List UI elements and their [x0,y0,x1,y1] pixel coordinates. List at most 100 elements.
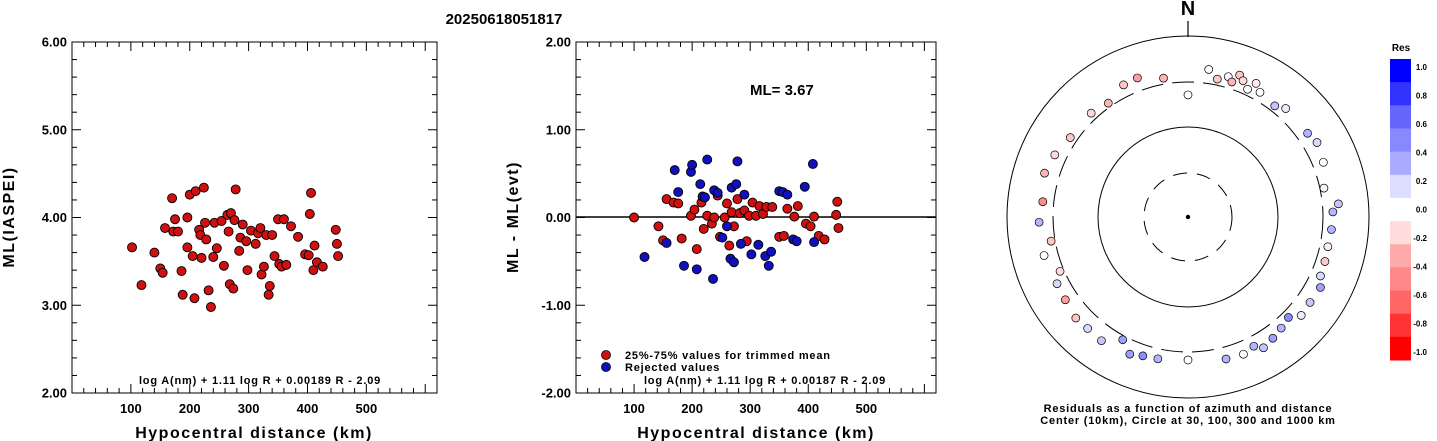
data-point [263,289,274,300]
panel1-frame [71,41,438,394]
station-marker [1296,311,1306,320]
rejected-point [661,237,672,248]
rejected-point [763,260,774,271]
station-marker [1083,324,1092,333]
colorbar-block [1390,221,1411,245]
rejected-point [699,192,710,203]
station-marker [1086,108,1096,118]
rejected-point [702,154,713,165]
x-tick-label: 500 [855,401,877,416]
data-point [278,214,289,225]
rejected-point [679,260,689,271]
station-marker [1316,271,1325,281]
panel2-x-tick-labels: 100 200 300 400 500 [623,401,877,416]
data-point [281,259,292,270]
rejected-point [746,249,757,260]
x-tick-label: 300 [739,401,761,416]
colorbar-label: 0.4 [1416,149,1428,158]
legend-marker-rejected [601,362,611,372]
rejected-point [673,187,684,198]
data-point [167,193,178,204]
station-marker [1038,197,1048,207]
residual-vs-distance-panel: -2.00 -1.00 0.00 1.00 2.00 100 200 300 400 500 M… [505,35,937,441]
panel1-points [127,182,344,312]
station-marker [1319,157,1328,167]
station-marker [1040,168,1049,178]
station-marker [1259,343,1268,353]
station-marker [1097,336,1106,346]
circle-100km [1097,126,1279,308]
polar-caption-line2: Center (10km), Circle at 30, 100, 300 an… [1040,415,1335,427]
x-tick-label: 200 [179,401,201,416]
station-marker [1119,80,1128,90]
rejected-point [739,189,750,200]
station-marker [1212,74,1222,84]
station-marker [1268,333,1278,343]
station-marker [1060,295,1070,305]
panel1-ticks [72,42,437,393]
data-point [234,245,245,256]
station-marker [1284,313,1293,322]
panel2-formula: log A(nm) + 1.11 log R + 0.00187 R - 2.0… [644,375,886,387]
colorbar-block [1390,197,1411,222]
north-label: N [1181,0,1195,20]
station-marker [1320,257,1330,266]
colorbar-label: -0.4 [1413,263,1427,272]
data-point [201,234,212,245]
panel2-y-tick-labels: -2.00 -1.00 0.00 1.00 2.00 [541,35,571,401]
data-point [286,221,296,232]
trimmed-point [732,194,743,205]
data-point [189,293,200,304]
panel2-x-axis-label: Hypocentral distance (km) [637,425,875,441]
rejected-point [791,236,802,247]
station-marker [1133,73,1142,83]
data-point [250,238,261,249]
trimmed-point [709,212,720,223]
station-marker [1305,298,1315,307]
station-marker [1221,354,1231,364]
y-tick-label: 2.00 [546,35,571,50]
station-marker [1065,133,1075,142]
trimmed-point [819,234,830,245]
rejected-point [809,237,820,248]
trimmed-point [833,223,844,233]
station-marker [1270,101,1280,111]
rejected-point [687,159,698,170]
data-point [237,219,248,230]
station-marker [1243,84,1252,94]
y-tick-label: -1.00 [541,298,571,313]
trimmed-point [691,244,702,255]
colorbar-label: 0.0 [1416,206,1428,215]
data-point [190,186,201,197]
trimmed-point [653,221,664,232]
station-marker [1249,341,1259,351]
x-tick-label: 400 [797,401,819,416]
data-point [173,226,183,237]
data-point [309,240,320,251]
epicenter-dot [1185,214,1191,220]
rejected-point [753,239,764,250]
rejected-point [807,159,818,169]
data-point [149,247,160,258]
data-point [216,216,227,226]
y-tick-label: 3.00 [42,298,67,313]
data-point [303,250,314,261]
colorbar-label: -1.0 [1413,348,1427,357]
station-marker [1183,355,1193,365]
colorbar-block [1390,59,1411,83]
data-point [264,280,275,291]
figure-title: 20250618051817 [446,11,563,28]
x-tick-label: 100 [623,401,645,416]
data-point [182,212,193,223]
x-tick-label: 200 [681,401,703,416]
station-marker [1312,138,1322,147]
rejected-point [708,273,718,284]
panel1-x-axis-label: Hypocentral distance (km) [135,425,373,441]
colorbar-label: 1.0 [1416,63,1428,72]
x-tick-label: 300 [238,401,260,416]
station-marker [1276,323,1286,333]
station-marker [1159,73,1168,83]
station-marker [1227,77,1237,87]
data-point [267,230,278,241]
